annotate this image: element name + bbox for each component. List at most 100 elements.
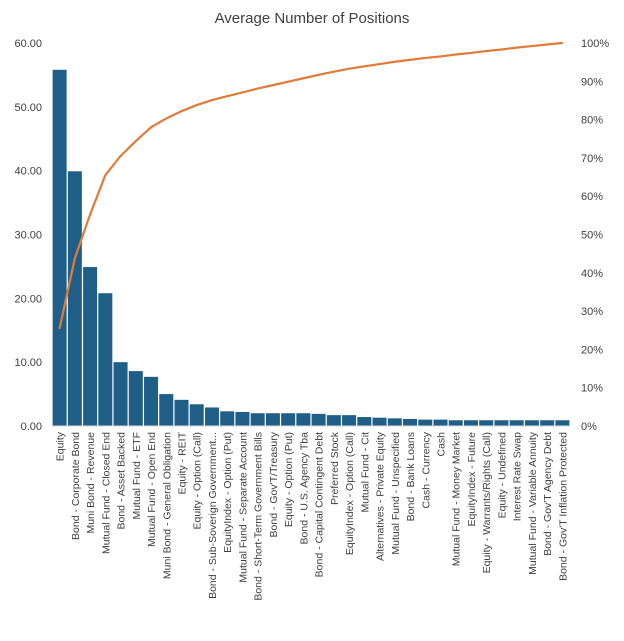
category-label: Equity - Option (Call) <box>192 432 204 529</box>
bar <box>250 413 265 426</box>
right-axis-tick-label: 0% <box>581 421 597 433</box>
cumulative-point <box>348 67 350 70</box>
category-label: Mutual Fund - Separate Account <box>237 432 249 583</box>
cumulative-point <box>180 110 183 113</box>
left-axis-tick-label: 50.00 <box>14 102 42 114</box>
cumulative-point <box>134 140 137 142</box>
bar <box>372 417 387 426</box>
cumulative-point <box>561 42 564 44</box>
category-label: Equity <box>55 431 67 461</box>
category-label: Bond - Gov'T/Treasury <box>268 431 280 537</box>
category-label: Bond - Asset Backed <box>116 432 128 530</box>
category-label: Bond - Gov'T Agency Debt <box>542 432 554 556</box>
bar <box>311 413 326 426</box>
bar <box>83 267 98 426</box>
bar <box>448 420 463 426</box>
right-axis-tick-label: 20% <box>581 344 603 356</box>
bar <box>296 413 311 426</box>
bar <box>326 415 341 426</box>
cumulative-point <box>272 84 274 87</box>
cumulative-point <box>363 65 366 68</box>
bar <box>204 407 219 426</box>
cumulative-point <box>150 126 152 129</box>
bar <box>281 413 296 426</box>
bar <box>235 411 250 426</box>
category-label: Mutual Fund - Unspecified <box>390 432 402 555</box>
cumulative-point <box>500 48 503 51</box>
cumulative-point <box>104 174 107 177</box>
category-label: Mutual Fund - Variable Annuity <box>527 431 539 575</box>
cumulative-point <box>378 63 381 65</box>
left-axis-tick-label: 60.00 <box>14 38 42 50</box>
left-axis-tick-label: 0.00 <box>21 421 42 433</box>
category-label: EquityIndex - Option (Call) <box>344 432 356 555</box>
cumulative-point <box>195 104 198 106</box>
right-axis-tick-label: 50% <box>581 230 603 242</box>
chart-title: Average Number of Positions <box>214 10 410 27</box>
left-axis-tick-label: 40.00 <box>14 166 42 178</box>
bar <box>128 371 143 426</box>
bar <box>509 420 524 426</box>
cumulative-point <box>409 58 411 61</box>
cumulative-point <box>256 87 259 90</box>
category-label: Muni Bond - General Obligation <box>161 432 173 579</box>
category-label: Bond - Corporate Bond <box>70 432 82 540</box>
bar <box>479 420 494 426</box>
category-label: Equity - Option (Put) <box>283 432 295 527</box>
cumulative-point <box>73 257 76 260</box>
category-label: Bond - Bank Loans <box>405 432 417 521</box>
bar <box>220 411 235 426</box>
category-label: EquityIndex - Option (Put) <box>222 432 234 553</box>
cumulative-point <box>393 60 396 63</box>
cumulative-point <box>317 73 320 76</box>
cumulative-point <box>58 327 61 330</box>
cumulative-point <box>485 50 488 52</box>
cumulative-point <box>89 213 91 216</box>
category-label: Muni Bond - Revenue <box>85 432 97 534</box>
right-axis-tick-label: 70% <box>581 153 603 165</box>
category-label: Mutual Fund - Closed End <box>100 432 112 554</box>
bar <box>265 413 280 426</box>
right-axis-tick-label: 80% <box>581 115 603 127</box>
right-axis-tick-label: 10% <box>581 383 603 395</box>
left-axis-tick-label: 10.00 <box>14 357 42 369</box>
cumulative-point <box>515 46 518 49</box>
bar <box>174 399 189 426</box>
category-label: Bond - Gov'T Inflation Protected <box>557 432 569 581</box>
cumulative-point <box>165 117 168 120</box>
cumulative-point <box>119 155 122 157</box>
category-label: Bond - Sub-Soverign Government... <box>207 432 219 599</box>
category-label: Equity - Warrants/Rights (Call) <box>481 432 493 573</box>
bar <box>494 420 509 426</box>
bar <box>403 418 418 426</box>
right-axis-tick-label: 40% <box>581 268 603 280</box>
category-label: Interest Rate Swap <box>512 432 524 521</box>
right-axis-tick-label: 100% <box>581 38 609 50</box>
bar <box>52 69 67 426</box>
bar <box>67 171 82 426</box>
bar <box>98 293 113 426</box>
category-label: Bond - Short-Term Government Bills <box>253 432 265 601</box>
cumulative-point <box>332 70 335 73</box>
bar <box>433 419 448 426</box>
cumulative-point <box>454 53 457 56</box>
cumulative-line <box>58 41 563 329</box>
category-label: Cash - Currency <box>420 431 432 508</box>
cumulative-point <box>241 91 244 94</box>
bar <box>555 420 570 426</box>
bar <box>113 362 128 426</box>
cumulative-point <box>546 43 549 46</box>
category-label: Mutual Fund - Open End <box>146 432 158 547</box>
category-label: Equity - REIT <box>177 431 189 494</box>
left-axis-tick-label: 30.00 <box>14 230 42 242</box>
cumulative-point <box>211 99 213 101</box>
right-axis-tick-label: 30% <box>581 306 603 318</box>
bar <box>387 418 402 426</box>
bar <box>418 419 433 426</box>
bar <box>540 420 555 426</box>
cumulative-point <box>302 77 305 80</box>
category-label: Cash <box>436 432 448 457</box>
category-label: Bond - Capital Contingent Debt <box>314 432 326 577</box>
cumulative-point <box>531 45 533 47</box>
